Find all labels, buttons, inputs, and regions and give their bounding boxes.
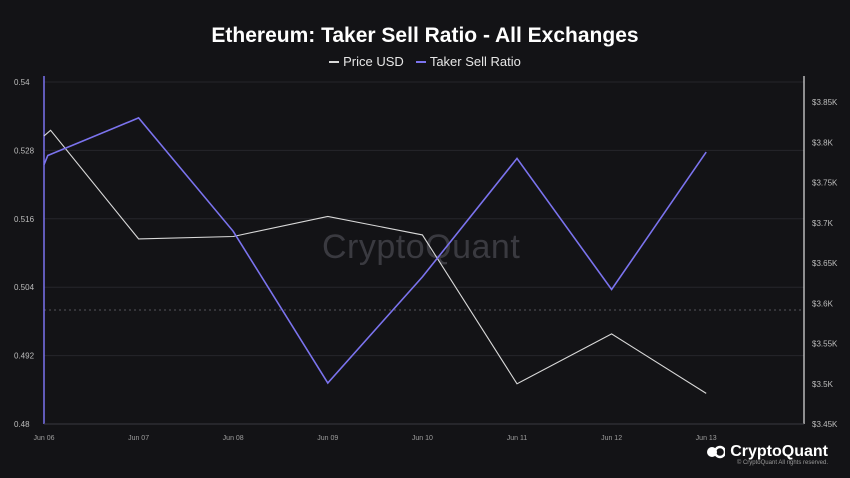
y-right-tick-label: $3.5K [812,380,834,389]
legend-item-price[interactable]: Price USD [329,54,404,69]
y-right-tick-label: $3.85K [812,98,838,107]
x-tick-label: Jun 12 [601,435,622,442]
y-right-tick-label: $3.65K [812,259,838,268]
y-left-tick-label: 0.492 [14,352,35,361]
y-right-tick-label: $3.6K [812,299,834,308]
x-tick-label: Jun 06 [33,435,54,442]
series-line-taker-sell-ratio [43,116,707,385]
x-tick-label: Jun 07 [128,435,149,442]
y-right-tick-label: $3.8K [812,138,834,147]
legend-item-ratio[interactable]: Taker Sell Ratio [415,54,521,69]
chart-title: Ethereum: Taker Sell Ratio - All Exchang… [211,24,639,47]
x-tick-label: Jun 08 [223,435,244,442]
y-right-tick-label: $3.45K [812,420,838,429]
brand-logo: CryptoQuant [707,443,828,461]
y-left-tick-label: 0.528 [14,146,35,155]
y-left-tick-label: 0.504 [14,283,35,292]
legend-label-price: Price USD [343,54,404,69]
x-tick-label: Jun 10 [412,435,433,442]
cryptoquant-logo-icon [707,445,726,459]
x-tick-label: Jun 11 [507,435,528,442]
y-right-tick-label: $3.55K [812,340,838,349]
copyright: © CryptoQuant All rights reserved. [736,460,828,466]
y-left-tick-label: 0.48 [14,420,30,429]
y-left-tick-label: 0.516 [14,215,35,224]
series-line-price-usd [43,129,707,394]
y-left-tick-label: 0.54 [14,78,30,87]
legend-label-ratio: Taker Sell Ratio [429,54,521,69]
x-tick-label: Jun 13 [696,435,717,442]
legend: Price USD Taker Sell Ratio [0,54,850,69]
legend-swatch-ratio [415,60,426,63]
brand-name: CryptoQuant [730,443,828,460]
x-tick-label: Jun 09 [317,435,338,442]
y-right-tick-label: $3.75K [812,179,838,188]
legend-swatch-price [329,60,340,63]
y-right-tick-label: $3.7K [812,219,834,228]
